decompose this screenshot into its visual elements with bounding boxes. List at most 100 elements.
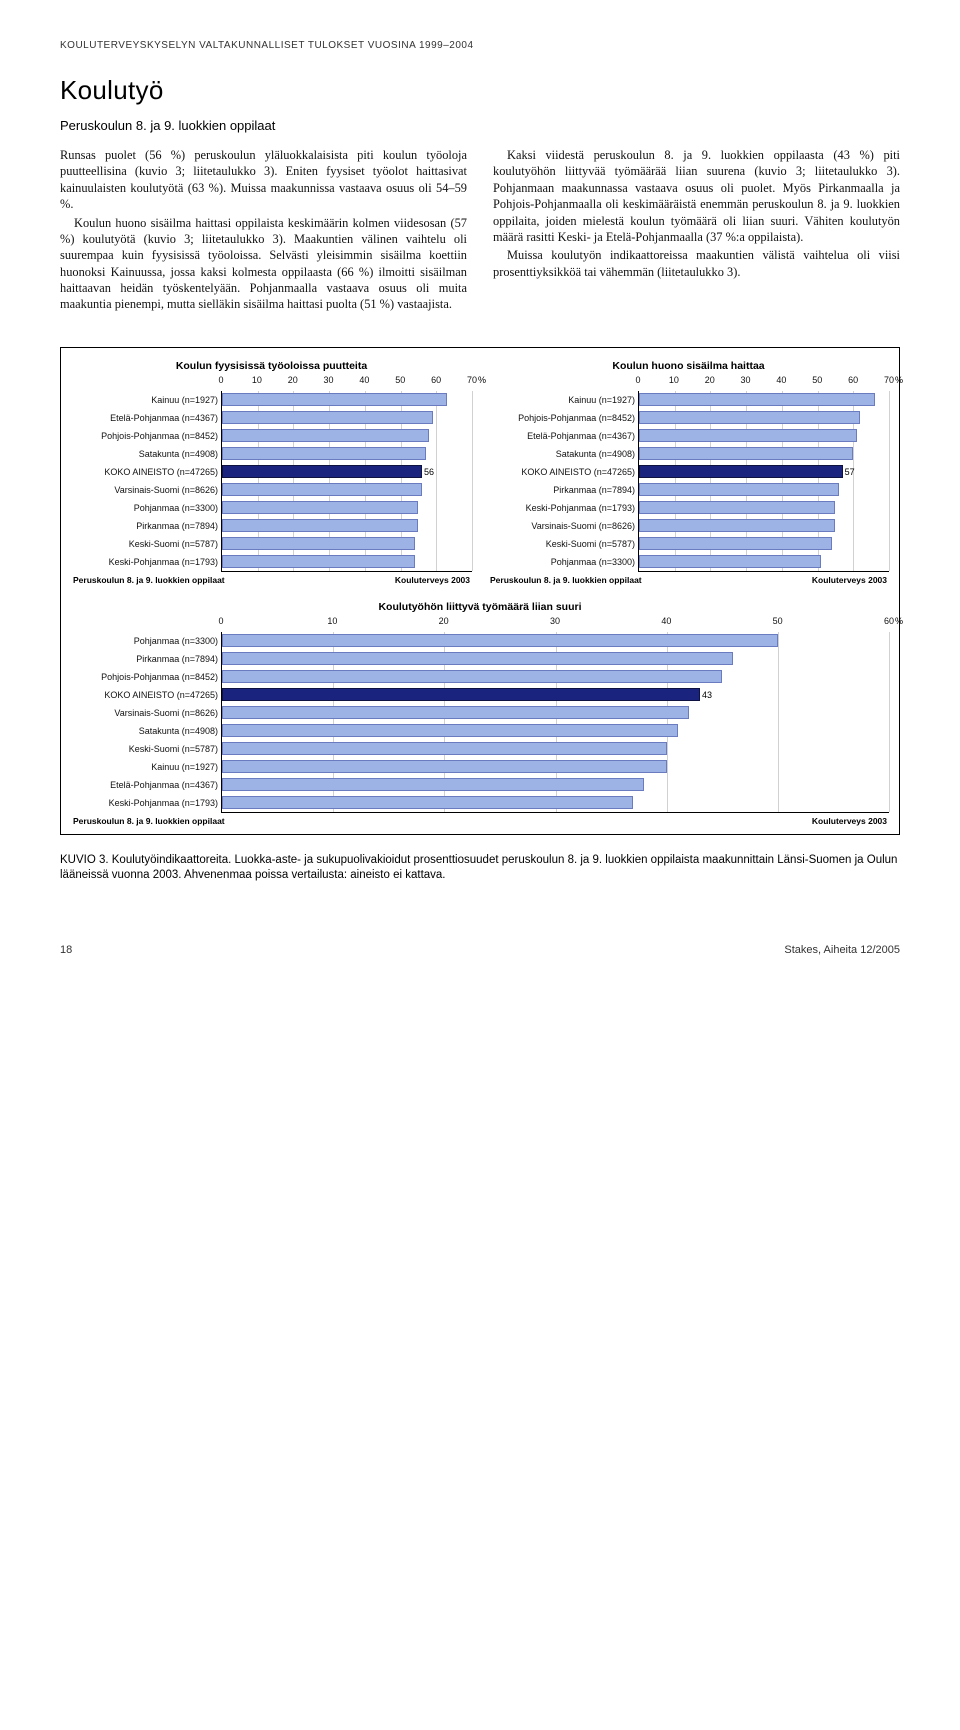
bar-label: Varsinais-Suomi (n=8626) <box>68 485 222 495</box>
chart-title: Koulutyöhön liittyvä työmäärä liian suur… <box>71 601 889 613</box>
bar-row: Etelä-Pohjanmaa (n=4367) <box>222 776 889 794</box>
bar-label: Varsinais-Suomi (n=8626) <box>68 708 222 718</box>
bar-value: 56 <box>424 466 434 479</box>
bar-row: Pohjanmaa (n=3300) <box>639 553 889 571</box>
bar-value: 57 <box>845 466 855 479</box>
bar-row: Keski-Suomi (n=5787) <box>639 535 889 553</box>
bar-label: Keski-Suomi (n=5787) <box>68 744 222 754</box>
bar-rect <box>639 429 857 442</box>
chart-bars: Kainuu (n=1927)Pohjois-Pohjanmaa (n=8452… <box>638 391 889 572</box>
bar-row: Etelä-Pohjanmaa (n=4367) <box>222 409 472 427</box>
page-title: Koulutyö <box>60 75 900 106</box>
bar-rect <box>222 706 689 719</box>
chart-footer-left: Peruskoulun 8. ja 9. luokkien oppilaat <box>73 575 225 585</box>
bar-row: KOKO AINEISTO (n=47265)56 <box>222 463 472 481</box>
bar-label: KOKO AINEISTO (n=47265) <box>485 467 639 477</box>
bar-rect <box>222 429 429 442</box>
bar-row: Pirkanmaa (n=7894) <box>639 481 889 499</box>
bar-label: Pohjois-Pohjanmaa (n=8452) <box>68 672 222 682</box>
bar-row: Satakunta (n=4908) <box>222 445 472 463</box>
running-header: KOULUTERVEYSKYSELYN VALTAKUNNALLISET TUL… <box>60 40 900 51</box>
bar-rect <box>222 411 433 424</box>
bar-label: Satakunta (n=4908) <box>68 726 222 736</box>
bar-label: Varsinais-Suomi (n=8626) <box>485 521 639 531</box>
bar-row: Pirkanmaa (n=7894) <box>222 650 889 668</box>
page-subtitle: Peruskoulun 8. ja 9. luokkien oppilaat <box>60 118 900 133</box>
bar-rect <box>639 483 839 496</box>
bar-label: Kainuu (n=1927) <box>68 762 222 772</box>
paragraph: Kaksi viidestä peruskoulun 8. ja 9. luok… <box>493 147 900 245</box>
chart-footer: Peruskoulun 8. ja 9. luokkien oppilaat Ko… <box>71 816 889 826</box>
bar-row: KOKO AINEISTO (n=47265)57 <box>639 463 889 481</box>
bar-row: Pohjanmaa (n=3300) <box>222 499 472 517</box>
bar-row: KOKO AINEISTO (n=47265)43 <box>222 686 889 704</box>
publication-info: Stakes, Aiheita 12/2005 <box>784 944 900 956</box>
chart-a: Koulun fyysisissä työoloissa puutteita01… <box>65 352 478 589</box>
chart-footer-right: Kouluterveys 2003 <box>812 575 887 585</box>
bar-row: Keski-Pohjanmaa (n=1793) <box>222 553 472 571</box>
bar-label: Kainuu (n=1927) <box>485 395 639 405</box>
bar-row: Pirkanmaa (n=7894) <box>222 517 472 535</box>
bar-rect: 56 <box>222 465 422 478</box>
bar-label: Keski-Pohjanmaa (n=1793) <box>68 557 222 567</box>
bar-row: Keski-Pohjanmaa (n=1793) <box>639 499 889 517</box>
bar-label: Keski-Pohjanmaa (n=1793) <box>485 503 639 513</box>
chart-axis: 010203040506070% <box>638 375 889 389</box>
bar-label: Pirkanmaa (n=7894) <box>68 654 222 664</box>
bar-rect <box>222 760 667 773</box>
bar-rect <box>222 537 415 550</box>
bar-label: Etelä-Pohjanmaa (n=4367) <box>485 431 639 441</box>
bar-label: Pohjanmaa (n=3300) <box>485 557 639 567</box>
chart-axis: 0102030405060% <box>221 616 889 630</box>
bar-rect <box>222 501 418 514</box>
bar-label: Etelä-Pohjanmaa (n=4367) <box>68 780 222 790</box>
bar-rect <box>639 447 853 460</box>
chart-footer-right: Kouluterveys 2003 <box>395 575 470 585</box>
chart-bars: Pohjanmaa (n=3300)Pirkanmaa (n=7894)Pohj… <box>221 632 889 813</box>
bar-rect <box>222 796 633 809</box>
bar-label: KOKO AINEISTO (n=47265) <box>68 690 222 700</box>
bar-label: Keski-Suomi (n=5787) <box>68 539 222 549</box>
bar-row: Etelä-Pohjanmaa (n=4367) <box>639 427 889 445</box>
bar-label: Pirkanmaa (n=7894) <box>485 485 639 495</box>
bar-row: Kainuu (n=1927) <box>639 391 889 409</box>
chart-axis: 010203040506070% <box>221 375 472 389</box>
bar-row: Keski-Suomi (n=5787) <box>222 740 889 758</box>
bar-label: Kainuu (n=1927) <box>68 395 222 405</box>
bar-rect <box>222 483 422 496</box>
bar-row: Varsinais-Suomi (n=8626) <box>222 704 889 722</box>
bar-label: Keski-Suomi (n=5787) <box>485 539 639 549</box>
bar-rect <box>639 393 875 406</box>
bar-label: Satakunta (n=4908) <box>68 449 222 459</box>
bar-rect <box>222 555 415 568</box>
bar-row: Pohjois-Pohjanmaa (n=8452) <box>222 668 889 686</box>
page-footer: 18 Stakes, Aiheita 12/2005 <box>60 944 900 956</box>
bar-rect <box>222 778 644 791</box>
figure-caption: KUVIO 3. Koulutyöindikaattoreita. Luokka… <box>60 853 900 884</box>
bar-rect <box>222 742 667 755</box>
bar-row: Kainuu (n=1927) <box>222 391 472 409</box>
bar-rect <box>222 447 426 460</box>
bar-row: Satakunta (n=4908) <box>222 722 889 740</box>
bar-label: KOKO AINEISTO (n=47265) <box>68 467 222 477</box>
bar-row: Kainuu (n=1927) <box>222 758 889 776</box>
chart-footer-right: Kouluterveys 2003 <box>812 816 887 826</box>
bar-rect <box>639 501 835 514</box>
bar-rect <box>222 519 418 532</box>
bar-rect <box>222 670 722 683</box>
bar-label: Pohjois-Pohjanmaa (n=8452) <box>485 413 639 423</box>
bar-label: Satakunta (n=4908) <box>485 449 639 459</box>
bar-label: Keski-Pohjanmaa (n=1793) <box>68 798 222 808</box>
charts-container: Koulun fyysisissä työoloissa puutteita01… <box>60 347 900 835</box>
chart-footer-left: Peruskoulun 8. ja 9. luokkien oppilaat <box>73 816 225 826</box>
bar-row: Pohjois-Pohjanmaa (n=8452) <box>639 409 889 427</box>
paragraph: Runsas puolet (56 %) peruskoulun yläluok… <box>60 147 467 213</box>
bar-rect: 57 <box>639 465 843 478</box>
bar-rect <box>639 519 835 532</box>
chart-footer: Peruskoulun 8. ja 9. luokkien oppilaatKo… <box>488 575 889 585</box>
chart-b: Koulun huono sisäilma haittaa01020304050… <box>482 352 895 589</box>
bar-rect <box>222 393 447 406</box>
body-text: Runsas puolet (56 %) peruskoulun yläluok… <box>60 147 900 313</box>
bar-row: Pohjois-Pohjanmaa (n=8452) <box>222 427 472 445</box>
chart-c: Koulutyöhön liittyvä työmäärä liian suur… <box>65 593 895 830</box>
